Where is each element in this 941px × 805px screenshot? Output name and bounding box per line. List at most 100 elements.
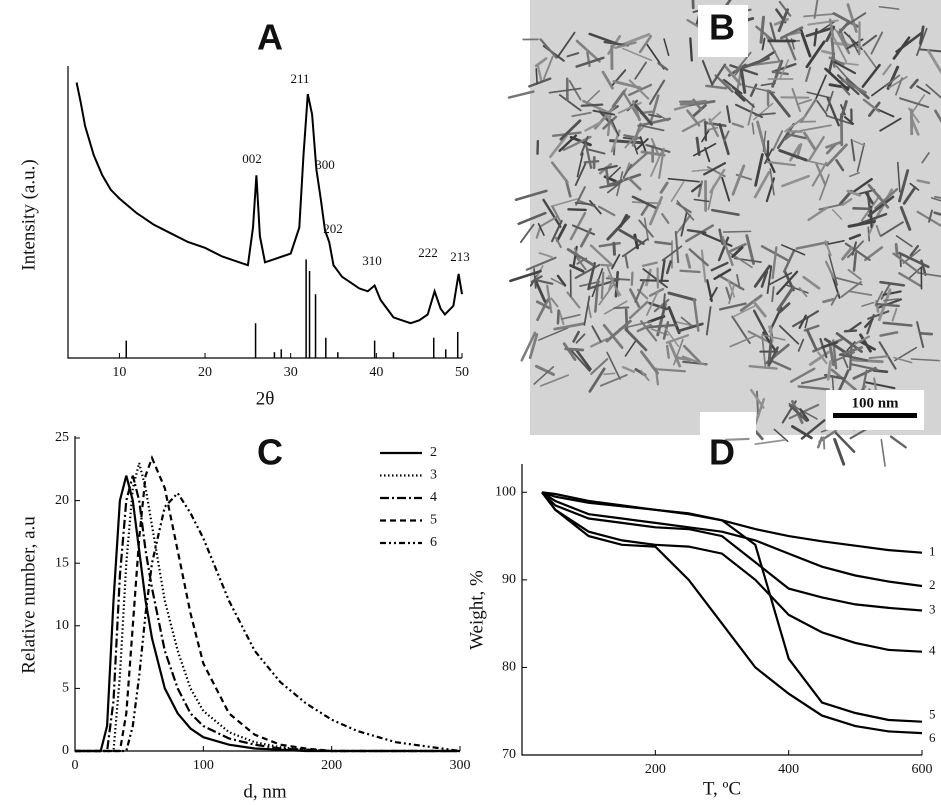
nanorod: [647, 314, 666, 324]
nanorod: [777, 8, 789, 33]
nanorod: [639, 279, 669, 282]
y-tick-label: 10: [55, 618, 69, 633]
nanorod: [789, 367, 816, 383]
nanorod: [884, 74, 901, 88]
nanorod: [766, 265, 773, 294]
nanorod: [788, 404, 808, 422]
nanorod: [661, 212, 670, 224]
nanorod: [571, 224, 596, 236]
nanorod: [806, 91, 831, 99]
nanorod: [790, 425, 813, 440]
nanorod: [897, 161, 901, 193]
nanorod: [726, 105, 731, 124]
nanorod: [657, 62, 669, 71]
nanorod: [841, 246, 853, 261]
series-end-label: 4: [929, 643, 936, 658]
nanorod: [555, 223, 567, 242]
nanorod: [861, 63, 881, 88]
nanorod: [709, 286, 718, 301]
nanorod: [525, 256, 557, 271]
nanorod: [802, 159, 828, 166]
nanorod: [566, 291, 581, 309]
nanorod: [928, 209, 933, 223]
nanorod: [908, 265, 923, 279]
nanorod: [846, 3, 858, 33]
y-tick-label: 80: [502, 660, 516, 675]
nanorod: [704, 120, 707, 142]
nanorod: [822, 436, 826, 450]
nanorod: [567, 208, 587, 212]
nanorod: [571, 111, 592, 118]
nanorod: [556, 309, 560, 325]
peak-label: 300: [315, 157, 335, 172]
nanorod: [603, 372, 616, 376]
nanorod: [707, 111, 722, 125]
nanorod: [838, 189, 853, 206]
nanorod: [709, 168, 726, 194]
nanorod: [933, 211, 941, 216]
nanorod: [833, 37, 848, 63]
nanorod: [606, 351, 621, 380]
nanorod: [672, 338, 684, 366]
panel-label: A: [257, 17, 283, 58]
nanorod: [606, 178, 625, 194]
nanorod: [878, 5, 900, 10]
nanorod: [843, 329, 858, 333]
nanorod: [662, 293, 666, 318]
nanorod: [892, 36, 911, 60]
nanorod: [663, 326, 680, 348]
nanorod: [631, 122, 642, 147]
nanorod: [692, 98, 703, 111]
nanorod: [731, 122, 744, 129]
nanorod: [705, 126, 719, 132]
nanorod: [614, 41, 637, 49]
nanorod: [804, 315, 809, 329]
nanorod: [538, 252, 553, 258]
nanorod: [768, 346, 779, 365]
nanorod: [784, 114, 807, 133]
nanorod: [675, 356, 692, 362]
x-tick-label: 20: [198, 365, 212, 380]
nanorod: [864, 191, 874, 205]
nanorod: [797, 338, 805, 352]
nanorod: [824, 67, 850, 91]
nanorod: [799, 408, 810, 422]
nanorod: [886, 65, 900, 90]
nanorod: [605, 319, 632, 343]
nanorod: [714, 74, 734, 93]
nanorod: [691, 168, 710, 173]
nanorod: [802, 275, 821, 290]
nanorod: [862, 98, 881, 113]
nanorod: [685, 224, 714, 243]
nanorod: [825, 140, 843, 149]
nanorod: [676, 202, 692, 214]
nanorod: [734, 90, 746, 102]
series-line: [75, 491, 461, 753]
legend-label: 6: [430, 535, 437, 550]
nanorod: [634, 61, 647, 80]
nanorod: [752, 309, 769, 337]
y-tick-label: 90: [502, 572, 516, 587]
nanorod: [799, 27, 812, 58]
nanorod: [717, 236, 730, 262]
nanorod: [534, 57, 548, 68]
nanorod: [574, 201, 596, 206]
nanorod: [622, 163, 633, 179]
x-tick-label: 200: [645, 762, 666, 777]
nanorod: [631, 195, 657, 209]
nanorod: [833, 437, 846, 466]
nanorod: [734, 65, 743, 76]
nanorod: [864, 317, 874, 329]
nanorod: [851, 177, 873, 194]
nanorod: [834, 431, 856, 453]
series-line: [541, 491, 923, 735]
nanorod: [644, 268, 652, 287]
nanorod: [768, 359, 792, 371]
nanorod: [670, 181, 685, 202]
nanorod: [752, 300, 767, 318]
series-line: [541, 491, 923, 612]
nanorod: [575, 186, 586, 206]
nanorod: [835, 159, 845, 172]
nanorod: [768, 325, 774, 342]
